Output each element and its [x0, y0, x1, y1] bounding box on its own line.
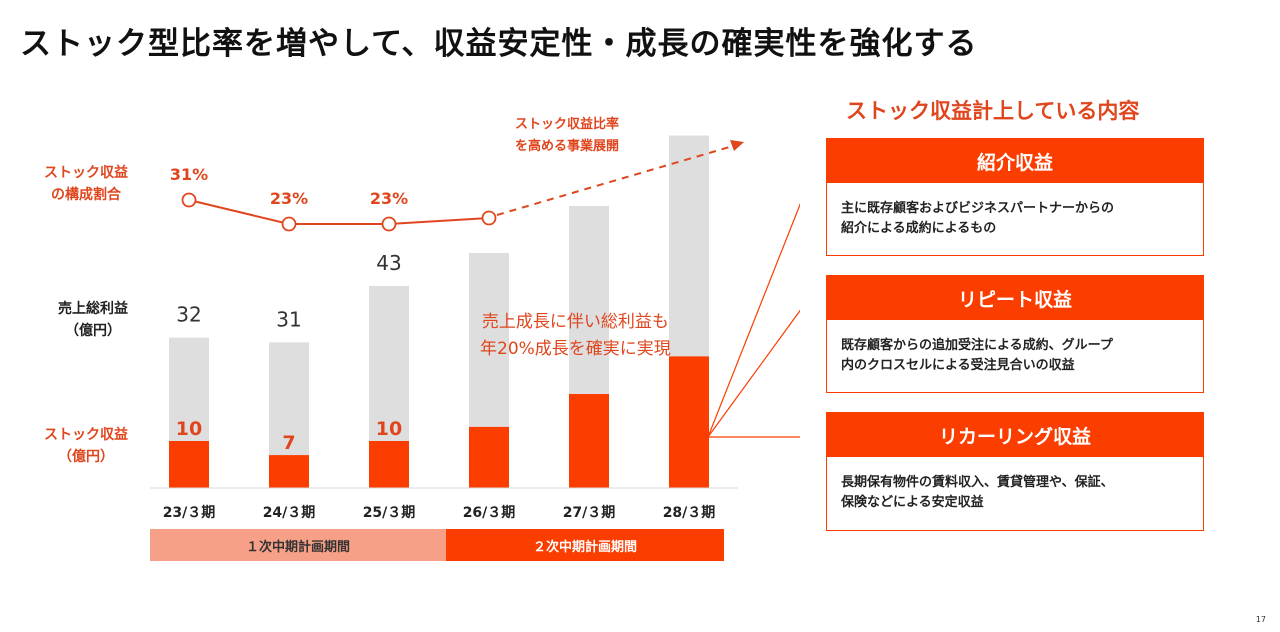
- expansion-annotation-line1: ストック収益比率: [515, 117, 620, 132]
- stock-revenue-bar: [369, 441, 409, 488]
- stock-revenue-bar: [169, 441, 209, 488]
- stock-revenue-bar: [669, 356, 709, 488]
- ratio-value-label: 31%: [170, 165, 208, 184]
- gross-profit-axis-label: 売上総利益 （億円）: [58, 298, 128, 342]
- card-description-line: 既存顧客からの追加受注による成約、グループ: [841, 338, 1113, 353]
- card-repeat-revenue: リピート収益 既存顧客からの追加受注による成約、グループ 内のクロスセルによる受…: [826, 275, 1204, 393]
- expansion-annotation: ストック収益比率 を高める事業展開: [515, 114, 619, 158]
- stock-revenue-value-label: 10: [376, 418, 402, 440]
- ratio-point: [381, 216, 397, 232]
- stock-revenue-axis-label-line2: （億円）: [58, 449, 114, 465]
- card-description-line: 長期保有物件の賃料収入、賃貸管理や、保証、: [841, 475, 1114, 490]
- panel-heading: ストック収益計上している内容: [846, 99, 1140, 123]
- x-tick-label: 26/３期: [463, 505, 516, 521]
- stock-revenue-value-label: 10: [176, 418, 202, 440]
- card-title: リピート収益: [827, 276, 1203, 320]
- card-description: 既存顧客からの追加受注による成約、グループ 内のクロスセルによる受注見合いの収益: [827, 320, 1203, 376]
- page-number: 17: [1255, 615, 1266, 624]
- x-tick-label: 27/３期: [563, 505, 616, 521]
- growth-note: 売上成長に伴い総利益も 年20%成長を確実に実現: [480, 309, 671, 363]
- period-second-plan: ２次中期計画期間: [446, 529, 724, 561]
- period-first-plan: １次中期計画期間: [150, 529, 446, 561]
- expansion-annotation-line2: を高める事業展開: [515, 139, 620, 154]
- arrow-head-icon: [730, 140, 744, 151]
- stock-revenue-axis-label: ストック収益 （億円）: [44, 424, 128, 468]
- page-title: ストック型比率を増やして、収益安定性・成長の確実性を強化する: [20, 26, 978, 62]
- gross-profit-axis-label-line1: 売上総利益: [58, 301, 128, 317]
- card-description-line: 内のクロスセルによる受注見合いの収益: [841, 358, 1075, 373]
- connector-line: [707, 203, 800, 438]
- ratio-axis-label: ストック収益 の構成割合: [44, 162, 128, 206]
- ratio-point: [281, 216, 297, 232]
- stock-revenue-value-label: 7: [282, 432, 295, 454]
- gross-profit-axis-label-line2: （億円）: [65, 323, 121, 339]
- ratio-value-label: 23%: [370, 189, 408, 208]
- ratio-projection-arrow: [496, 145, 734, 216]
- card-description: 長期保有物件の賃料収入、賃貸管理や、保証、 保険などによる安定収益: [827, 457, 1203, 513]
- gross-profit-value-label: 31: [276, 307, 301, 331]
- ratio-value-label: 23%: [270, 189, 308, 208]
- connector-line: [707, 309, 800, 438]
- x-tick-label: 28/３期: [663, 505, 716, 521]
- stock-revenue-axis-label-line1: ストック収益: [44, 427, 128, 443]
- gross-profit-value-label: 43: [376, 251, 401, 275]
- card-description-line: 保険などによる安定収益: [841, 495, 984, 510]
- card-description-line: 主に既存顧客およびビジネスパートナーからの: [841, 201, 1115, 216]
- ratio-axis-label-line1: ストック収益: [44, 165, 128, 181]
- stock-revenue-chart: 32 10 23/３期 31 7 24/３期 43 10 25/３期 26/３期 27/３期 28/３…: [150, 135, 800, 521]
- card-recurring-revenue: リカーリング収益 長期保有物件の賃料収入、賃貸管理や、保証、 保険などによる安定…: [826, 412, 1204, 531]
- card-referral-revenue: 紹介収益 主に既存顧客およびビジネスパートナーからの 紹介による成約によるもの: [826, 138, 1204, 256]
- stock-revenue-bar: [269, 455, 309, 488]
- gross-profit-value-label: 32: [176, 303, 201, 327]
- growth-note-line2: 年20%成長を確実に実現: [480, 339, 671, 359]
- growth-note-line1: 売上成長に伴い総利益も: [481, 312, 669, 332]
- ratio-point: [481, 210, 497, 226]
- card-title: リカーリング収益: [827, 413, 1203, 457]
- ratio-line: [188, 199, 490, 225]
- card-title: 紹介収益: [827, 139, 1203, 183]
- ratio-axis-label-line2: の構成割合: [51, 187, 121, 203]
- card-description-line: 紹介による成約によるもの: [841, 221, 997, 236]
- stock-revenue-bar: [469, 426, 509, 488]
- x-tick-label: 25/３期: [363, 505, 416, 521]
- x-tick-label: 24/３期: [263, 505, 316, 521]
- stock-revenue-bar: [569, 394, 609, 488]
- card-description: 主に既存顧客およびビジネスパートナーからの 紹介による成約によるもの: [827, 183, 1203, 239]
- ratio-point: [181, 192, 197, 208]
- x-tick-label: 23/３期: [163, 505, 216, 521]
